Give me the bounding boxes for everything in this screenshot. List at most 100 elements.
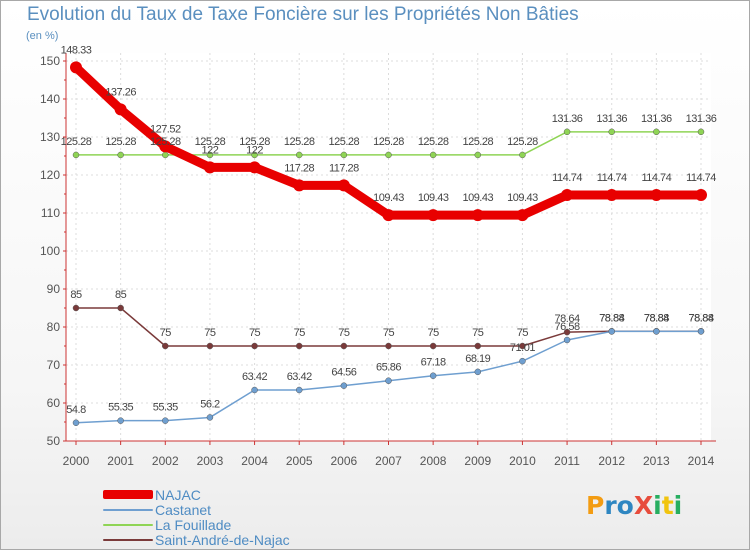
data-label: 67.18 [421,357,446,369]
data-label: 127.52 [150,123,181,135]
data-point [695,188,707,201]
data-label: 65.86 [376,362,401,374]
data-label: 75 [204,327,216,339]
x-tick-label: 2008 [420,454,447,468]
data-point [474,151,482,159]
logo-letter: i [653,491,662,520]
data-point [519,342,526,350]
data-point [203,161,216,174]
data-point [117,417,124,424]
y-tick-label: 120 [40,168,60,182]
data-point [653,128,660,136]
y-axis-unit-label: (en %) [26,30,59,42]
plot-area [66,53,711,441]
data-point [248,161,261,174]
data-point [251,151,258,159]
data-label: 114.74 [641,172,671,184]
data-label: 125.28 [329,136,360,148]
data-label: 125.28 [284,136,315,148]
x-tick-label: 2009 [464,454,491,468]
data-label: 122 [201,144,218,156]
data-label: 68.19 [465,353,490,365]
data-point [206,342,214,350]
data-point [114,103,127,116]
data-point [563,336,571,344]
data-point [385,342,392,350]
data-point [340,342,348,350]
data-point [650,188,663,201]
data-point [474,368,482,376]
data-point [385,377,392,384]
data-point [429,372,437,379]
data-point [295,342,303,350]
x-tick-label: 2012 [598,454,625,468]
data-label: 75 [294,327,306,339]
chart-legend: NAJAC Castanet La Fouillade Saint-André-de-… [103,487,290,547]
data-label: 55.35 [108,402,133,414]
legend-item: NAJAC [103,487,290,502]
proxiti-logo: ProXiti [586,491,682,520]
legend-swatch [103,538,153,541]
x-tick-label: 2004 [241,454,268,468]
data-point [72,151,80,159]
x-tick-label: 2014 [688,454,715,468]
data-label: 78.88 [688,312,713,324]
y-tick-label: 100 [40,244,60,258]
data-point [340,151,348,159]
data-label: 75 [472,327,484,339]
data-point [561,188,574,201]
data-point [385,151,392,159]
data-point [117,304,124,312]
data-point [162,151,169,159]
logo-letter: r [604,491,617,520]
logo-letter: X [633,491,654,520]
legend-swatch [103,508,153,511]
y-tick-label: 60 [47,396,61,410]
data-label: 109.43 [507,192,538,204]
data-label: 114.74 [597,172,627,184]
data-point [429,342,437,350]
data-point [697,128,705,136]
data-point [516,209,529,222]
data-point [653,328,660,335]
legend-label: La Fouillade [155,516,232,533]
data-label: 148.33 [61,44,92,56]
y-tick-label: 90 [47,282,61,296]
data-point [295,151,303,159]
y-tick-label: 130 [40,130,60,144]
data-label: 125.28 [373,136,404,148]
data-label: 85 [115,289,127,301]
logo-letter: t [661,491,674,520]
x-tick-label: 2001 [107,454,134,468]
data-label: 75 [338,327,350,339]
data-label: 75 [428,327,440,339]
data-point [340,382,348,389]
x-tick-label: 2006 [331,454,358,468]
data-label: 63.42 [287,371,312,383]
data-point [471,209,484,222]
data-point [474,342,482,350]
data-label: 78.88 [644,312,669,324]
data-label: 78.88 [599,312,624,324]
y-tick-label: 140 [40,92,60,106]
legend-label: Saint-André-de-Najac [155,531,290,548]
data-label: 117.28 [329,162,359,174]
logo-letter: o [616,491,634,520]
x-tick-label: 2000 [63,454,90,468]
data-label: 56.2 [200,398,220,410]
data-label: 125.28 [239,136,270,148]
data-point [697,328,705,335]
data-label: 55.35 [153,402,178,414]
y-tick-label: 150 [40,54,60,68]
legend-swatch [103,490,153,499]
data-label: 75 [160,327,172,339]
logo-letter: P [586,491,605,520]
data-point [429,151,437,159]
data-label: 131.36 [596,113,627,125]
data-point [382,209,395,222]
data-point [337,179,350,192]
logo-letter: i [673,491,683,520]
data-label: 131.36 [641,113,672,125]
y-tick-label: 110 [41,206,60,220]
